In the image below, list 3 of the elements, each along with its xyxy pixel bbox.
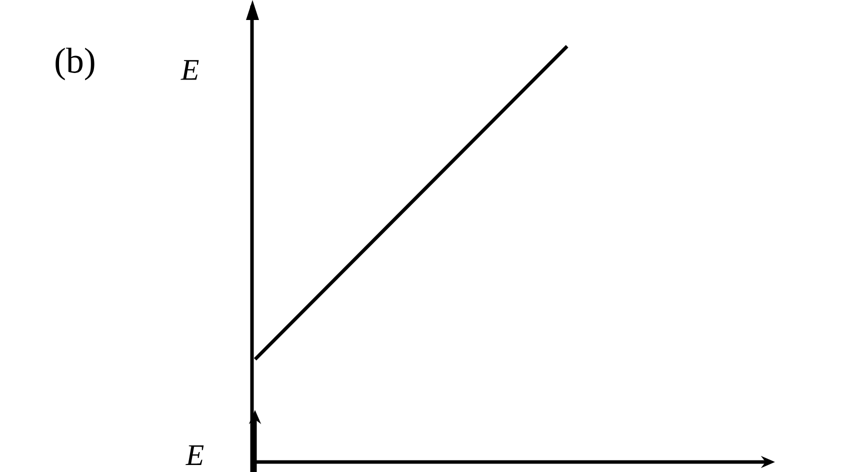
y-axis-title: E [180, 60, 199, 80]
text: E [186, 445, 204, 465]
chart-title: (b) [56, 48, 94, 80]
